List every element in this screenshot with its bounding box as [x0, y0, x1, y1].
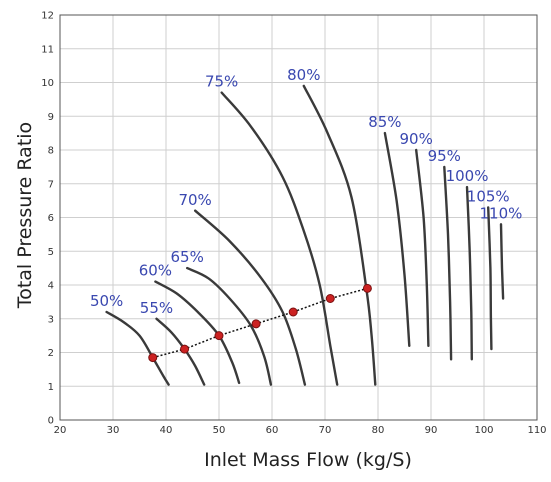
speed-line: [105, 310, 170, 386]
speed-line: [487, 206, 493, 351]
operating-point-marker: [251, 319, 261, 329]
x-axis-title: Inlet Mass Flow (kg/S): [204, 449, 412, 471]
speed-lines: [105, 84, 505, 386]
y-tick-label: 6: [48, 213, 54, 224]
speed-line-label: 75%: [205, 73, 238, 91]
operating-point-marker: [288, 307, 298, 317]
speed-line-label: 70%: [178, 191, 211, 209]
speed-line: [443, 165, 453, 361]
y-tick-label: 5: [48, 247, 54, 258]
y-axis-title: Total Pressure Ratio: [14, 122, 36, 309]
y-tick-label: 4: [48, 281, 54, 292]
speed-line: [383, 131, 411, 347]
speed-line-label: 90%: [399, 130, 432, 148]
speed-line: [302, 84, 377, 386]
x-tick-label: 110: [527, 425, 546, 436]
x-tick-label: 90: [425, 425, 438, 436]
x-tick-label: 80: [372, 425, 385, 436]
y-tick-label: 12: [41, 11, 54, 22]
y-tick-label: 1: [48, 382, 54, 393]
speed-line-label: 80%: [287, 66, 320, 84]
operating-point-marker: [214, 331, 224, 341]
y-tick-label: 7: [48, 179, 54, 190]
speed-line: [499, 223, 505, 300]
x-tick-label: 60: [266, 425, 279, 436]
operating-point-marker: [362, 283, 372, 293]
speed-line: [415, 148, 430, 347]
operating-line-group: [148, 283, 372, 363]
speed-labels: 50% 55% 60%65% 70% 75% 80% 85%90%95% 100% 105%11…: [90, 66, 522, 317]
x-tick-label: 40: [160, 425, 173, 436]
speed-line-label: 50%: [90, 292, 123, 310]
y-tick-label: 9: [48, 112, 54, 123]
speed-line-label: 110%: [480, 204, 523, 222]
operating-point-marker: [148, 353, 158, 363]
plot-frame: [59, 14, 538, 421]
y-tick-label: 8: [48, 146, 54, 157]
speed-line-label: 55%: [140, 299, 173, 317]
speed-line: [465, 185, 473, 361]
x-tick-label: 20: [54, 425, 67, 436]
speed-line-label: 105%: [467, 187, 510, 205]
y-tick-label: 2: [48, 348, 54, 359]
speed-line-label: 100%: [446, 167, 489, 185]
operating-point-marker: [325, 294, 335, 303]
speed-line-label: 95%: [428, 147, 461, 165]
x-tick-label: 70: [319, 425, 332, 436]
speed-line: [154, 280, 241, 385]
x-tick-label: 50: [213, 425, 226, 436]
y-tick-label: 11: [41, 44, 54, 55]
speed-line-label: 60%: [139, 262, 172, 280]
speed-line: [220, 91, 339, 386]
x-tick-label: 100: [474, 425, 493, 436]
speed-line: [186, 266, 273, 386]
y-tick-label: 0: [48, 416, 54, 427]
y-tick-label: 3: [48, 314, 54, 325]
speed-line: [194, 209, 307, 386]
x-tick-label: 30: [107, 425, 120, 436]
operating-point-marker: [180, 344, 190, 354]
speed-line-label: 65%: [171, 248, 204, 266]
speed-line-label: 85%: [368, 113, 401, 131]
y-tick-label: 10: [41, 78, 54, 89]
